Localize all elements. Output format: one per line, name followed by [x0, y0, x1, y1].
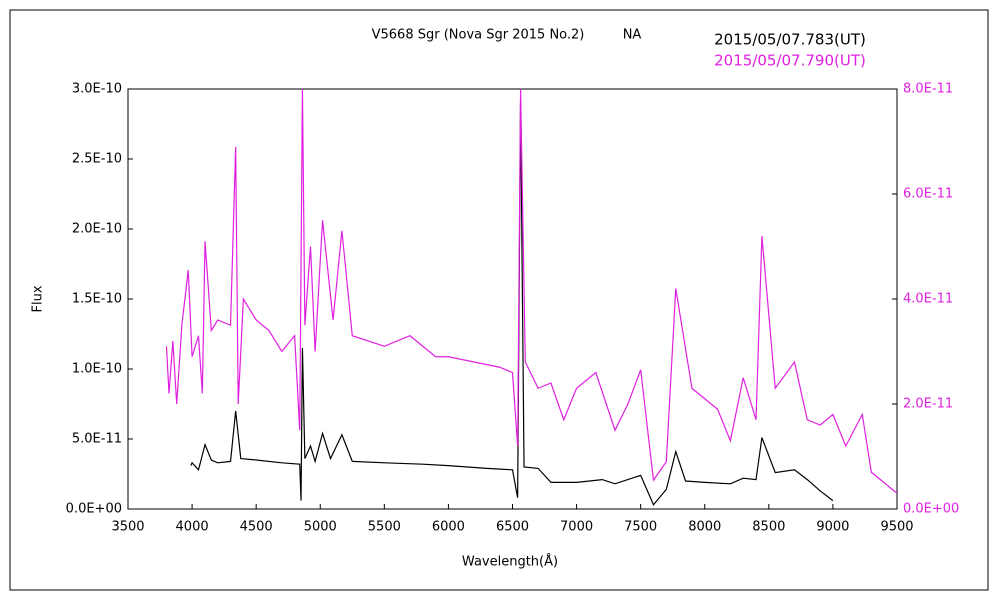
- y-tick-label: 5.0E-11: [72, 432, 122, 447]
- x-tick-label: 7500: [624, 520, 657, 535]
- y-tick-label: 0.0E+00: [66, 502, 122, 517]
- frame: [9, 9, 989, 591]
- x-tick-label: 7000: [560, 520, 593, 535]
- x-tick-label: 8500: [752, 520, 785, 535]
- legend-entry: 2015/05/07.783(UT): [714, 31, 866, 49]
- x-tick-label: 9000: [816, 520, 849, 535]
- y2-tick-label: 8.0E-11: [903, 82, 953, 97]
- x-tick-label: 5000: [304, 520, 337, 535]
- y-tick-label: 2.0E-10: [72, 222, 122, 237]
- y-tick-label: 3.0E-10: [72, 82, 122, 97]
- spectrum-line: [165, 89, 897, 494]
- chart-title: V5668 Sgr (Nova Sgr 2015 No.2): [372, 28, 585, 43]
- y-axis-label: Flux: [31, 285, 46, 312]
- spectrum-line: [190, 100, 834, 506]
- y-tick-label: 1.0E-10: [72, 362, 122, 377]
- x-tick-label: 6500: [496, 520, 529, 535]
- y-tick-label: 2.5E-10: [72, 152, 122, 167]
- y-tick-label: 1.5E-10: [72, 292, 122, 307]
- x-tick-label: 3500: [111, 520, 144, 535]
- y2-tick-label: 2.0E-11: [903, 397, 953, 412]
- x-tick-label: 4000: [176, 520, 209, 535]
- x-tick-label: 9500: [880, 520, 913, 535]
- annotation: NA: [623, 28, 642, 43]
- x-tick-label: 4500: [240, 520, 273, 535]
- legend-entry: 2015/05/07.790(UT): [714, 52, 866, 70]
- y2-tick-label: 4.0E-11: [903, 292, 953, 307]
- x-tick-label: 6000: [432, 520, 465, 535]
- x-tick-label: 8000: [688, 520, 721, 535]
- y2-tick-label: 6.0E-11: [903, 187, 953, 202]
- x-tick-label: 5500: [368, 520, 401, 535]
- y2-tick-label: 0.0E+00: [903, 502, 959, 517]
- x-axis-label: Wavelength(Å): [462, 554, 558, 570]
